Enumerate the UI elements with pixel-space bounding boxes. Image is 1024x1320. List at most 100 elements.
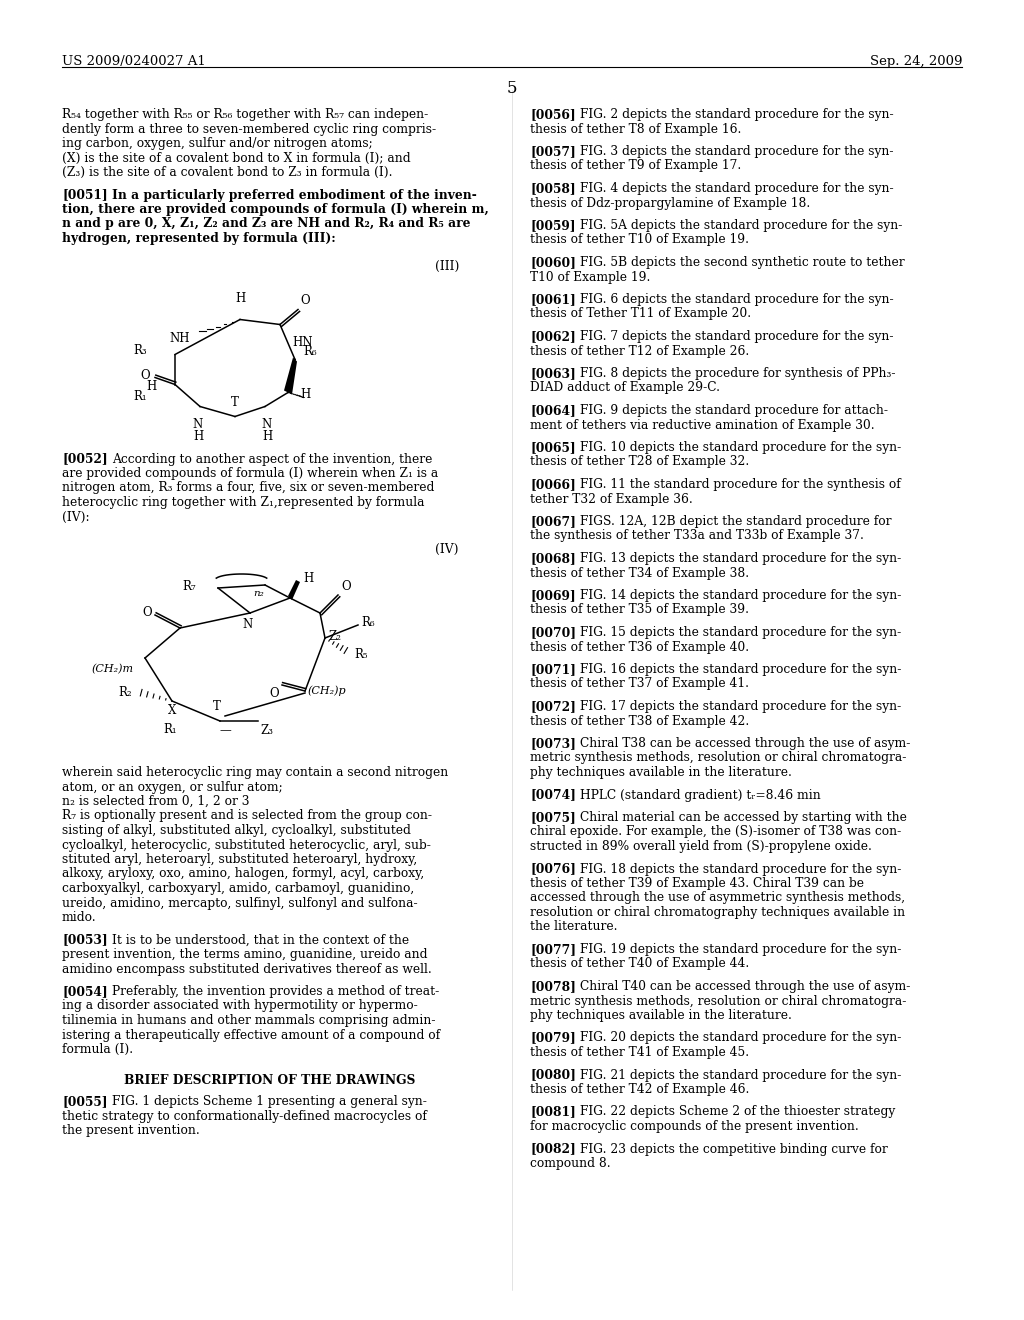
Text: [0051]: [0051] <box>62 189 108 202</box>
Text: It is to be understood, that in the context of the: It is to be understood, that in the cont… <box>112 933 410 946</box>
Text: R₂: R₂ <box>119 686 132 700</box>
Text: istering a therapeutically effective amount of a compound of: istering a therapeutically effective amo… <box>62 1028 440 1041</box>
Text: for macrocyclic compounds of the present invention.: for macrocyclic compounds of the present… <box>530 1119 859 1133</box>
Text: R₇ is optionally present and is selected from the group con-: R₇ is optionally present and is selected… <box>62 809 432 822</box>
Text: R₁: R₁ <box>133 389 147 403</box>
Text: hydrogen, represented by formula (III):: hydrogen, represented by formula (III): <box>62 232 336 246</box>
Text: [0068]: [0068] <box>530 552 575 565</box>
Text: (III): (III) <box>435 260 460 272</box>
Text: R₃: R₃ <box>133 345 147 356</box>
Text: FIG. ​6 depicts the standard procedure for the syn-: FIG. ​6 depicts the standard procedure f… <box>580 293 894 306</box>
Text: T: T <box>231 396 239 408</box>
Text: O: O <box>140 370 150 381</box>
Text: heterocyclic ring together with Z₁,represented by formula: heterocyclic ring together with Z₁,repre… <box>62 496 425 510</box>
Text: O: O <box>142 606 152 619</box>
Text: tether T32 of Example 36.: tether T32 of Example 36. <box>530 492 693 506</box>
Text: R₆: R₆ <box>361 616 375 630</box>
Text: amidino encompass substituted derivatives thereof as well.: amidino encompass substituted derivative… <box>62 962 432 975</box>
Text: phy techniques available in the literature.: phy techniques available in the literatu… <box>530 766 792 779</box>
Text: FIG. ​13 depicts the standard procedure for the syn-: FIG. ​13 depicts the standard procedure … <box>580 552 901 565</box>
Text: mido.: mido. <box>62 911 96 924</box>
Text: H: H <box>234 293 245 305</box>
Text: thesis of tether T42 of Example 46.: thesis of tether T42 of Example 46. <box>530 1082 750 1096</box>
Text: ing carbon, oxygen, sulfur and/or nitrogen atoms;: ing carbon, oxygen, sulfur and/or nitrog… <box>62 137 373 150</box>
Text: FIG. ​21 depicts the standard procedure for the syn-: FIG. ​21 depicts the standard procedure … <box>580 1068 901 1081</box>
Text: thesis of tether T40 of Example 44.: thesis of tether T40 of Example 44. <box>530 957 750 970</box>
Text: [0077]: [0077] <box>530 942 575 956</box>
Text: metric synthesis methods, resolution or chiral chromatogra-: metric synthesis methods, resolution or … <box>530 751 906 764</box>
Text: thetic strategy to conformationally-defined macrocycles of: thetic strategy to conformationally-defi… <box>62 1110 427 1123</box>
Text: [0060]: [0060] <box>530 256 575 269</box>
Text: [0057]: [0057] <box>530 145 575 158</box>
Text: [0054]: [0054] <box>62 985 108 998</box>
Text: formula (I).: formula (I). <box>62 1043 133 1056</box>
Text: metric synthesis methods, resolution or chiral chromatogra-: metric synthesis methods, resolution or … <box>530 994 906 1007</box>
Text: H: H <box>193 429 203 442</box>
Text: thesis of tether T37 of Example 41.: thesis of tether T37 of Example 41. <box>530 677 749 690</box>
Text: the present invention.: the present invention. <box>62 1125 200 1138</box>
Text: H: H <box>262 429 272 442</box>
Text: thesis of tether T34 of Example 38.: thesis of tether T34 of Example 38. <box>530 566 750 579</box>
Text: atom, or an oxygen, or sulfur atom;: atom, or an oxygen, or sulfur atom; <box>62 780 283 793</box>
Text: thesis of tether T39 of Example 43. Chiral T39 can be: thesis of tether T39 of Example 43. Chir… <box>530 876 864 890</box>
Text: R₆: R₆ <box>303 345 316 358</box>
Text: stituted aryl, heteroaryl, substituted heteroaryl, hydroxy,: stituted aryl, heteroaryl, substituted h… <box>62 853 417 866</box>
Text: dently form a three to seven-membered cyclic ring compris-: dently form a three to seven-membered cy… <box>62 123 436 136</box>
Text: Z₃: Z₃ <box>260 723 273 737</box>
Text: n and p are 0, X, Z₁, Z₂ and Z₃ are NH and R₂, R₄ and R₅ are: n and p are 0, X, Z₁, Z₂ and Z₃ are NH a… <box>62 218 470 231</box>
Text: T10 of Example 19.: T10 of Example 19. <box>530 271 650 284</box>
Text: nitrogen atom, R₃ forms a four, five, six or seven-membered: nitrogen atom, R₃ forms a four, five, si… <box>62 482 434 495</box>
Text: cycloalkyl, heterocyclic, substituted heterocyclic, aryl, sub-: cycloalkyl, heterocyclic, substituted he… <box>62 838 431 851</box>
Text: n₂ is selected from 0, 1, 2 or 3: n₂ is selected from 0, 1, 2 or 3 <box>62 795 250 808</box>
Text: [0075]: [0075] <box>530 810 575 824</box>
Text: US 2009/0240027 A1: US 2009/0240027 A1 <box>62 55 206 69</box>
Text: [0082]: [0082] <box>530 1143 575 1155</box>
Text: Chiral material can be accessed by starting with the: Chiral material can be accessed by start… <box>580 810 907 824</box>
Text: tilinemia in humans and other mammals comprising admin-: tilinemia in humans and other mammals co… <box>62 1014 435 1027</box>
Text: Chiral T38 can be accessed through the use of asym-: Chiral T38 can be accessed through the u… <box>580 737 910 750</box>
Text: [0052]: [0052] <box>62 453 108 466</box>
Text: (Z₃) is the site of a covalent bond to Z₃ in formula (I).: (Z₃) is the site of a covalent bond to Z… <box>62 166 392 180</box>
Text: thesis of tether T12 of Example 26.: thesis of tether T12 of Example 26. <box>530 345 750 358</box>
Text: chiral epoxide. For example, the (S)-isomer of T38 was con-: chiral epoxide. For example, the (S)-iso… <box>530 825 901 838</box>
Text: the synthesis of tether T33a and T33b of Example 37.: the synthesis of tether T33a and T33b of… <box>530 529 864 543</box>
Text: FIG. ​16 depicts the standard procedure for the syn-: FIG. ​16 depicts the standard procedure … <box>580 663 901 676</box>
Text: FIG. ​7 depicts the standard procedure for the syn-: FIG. ​7 depicts the standard procedure f… <box>580 330 894 343</box>
Text: FIGS. ​12A, ​12B depict the standard procedure for: FIGS. ​12A, ​12B depict the standard pro… <box>580 515 892 528</box>
Text: N: N <box>243 618 253 631</box>
Text: ureido, amidino, mercapto, sulfinyl, sulfonyl and sulfona-: ureido, amidino, mercapto, sulfinyl, sul… <box>62 896 418 909</box>
Text: [0070]: [0070] <box>530 626 575 639</box>
Text: N: N <box>193 418 203 432</box>
Text: H: H <box>303 573 313 586</box>
Text: H: H <box>146 380 157 392</box>
Text: [0071]: [0071] <box>530 663 575 676</box>
Text: accessed through the use of asymmetric synthesis methods,: accessed through the use of asymmetric s… <box>530 891 905 904</box>
Text: [0080]: [0080] <box>530 1068 575 1081</box>
Text: FIG. ​4 depicts the standard procedure for the syn-: FIG. ​4 depicts the standard procedure f… <box>580 182 894 195</box>
Text: Sep. 24, 2009: Sep. 24, 2009 <box>869 55 962 69</box>
Text: FIG. ​5A depicts the standard procedure for the syn-: FIG. ​5A depicts the standard procedure … <box>580 219 902 232</box>
Text: FIG. ​11 the standard procedure for the synthesis of: FIG. ​11 the standard procedure for the … <box>580 478 901 491</box>
Text: thesis of tether T41 of Example 45.: thesis of tether T41 of Example 45. <box>530 1045 750 1059</box>
Text: H: H <box>300 388 310 401</box>
Text: O: O <box>341 579 350 593</box>
Text: alkoxy, aryloxy, oxo, amino, halogen, formyl, acyl, carboxy,: alkoxy, aryloxy, oxo, amino, halogen, fo… <box>62 867 424 880</box>
Text: X: X <box>168 704 176 717</box>
Text: FIG. ​2 depicts the standard procedure for the syn-: FIG. ​2 depicts the standard procedure f… <box>580 108 894 121</box>
Text: wherein said heterocyclic ring may contain a second nitrogen: wherein said heterocyclic ring may conta… <box>62 766 449 779</box>
Text: O: O <box>300 294 309 308</box>
Text: [0069]: [0069] <box>530 589 575 602</box>
Text: thesis of Ddz-propargylamine of Example 18.: thesis of Ddz-propargylamine of Example … <box>530 197 810 210</box>
Text: FIG. ​18 depicts the standard procedure for the syn-: FIG. ​18 depicts the standard procedure … <box>580 862 901 875</box>
Text: [0076]: [0076] <box>530 862 575 875</box>
Text: present invention, the terms amino, guanidine, ureido and: present invention, the terms amino, guan… <box>62 948 427 961</box>
Text: thesis of tether T36 of Example 40.: thesis of tether T36 of Example 40. <box>530 640 750 653</box>
Text: thesis of tether T8 of Example 16.: thesis of tether T8 of Example 16. <box>530 123 741 136</box>
Text: 5: 5 <box>507 81 517 96</box>
Text: FIG. ​23 depicts the competitive binding curve for: FIG. ​23 depicts the competitive binding… <box>580 1143 888 1155</box>
Text: [0053]: [0053] <box>62 933 108 946</box>
Text: DIAD adduct of Example 29-C.: DIAD adduct of Example 29-C. <box>530 381 720 395</box>
Text: compound 8.: compound 8. <box>530 1158 610 1170</box>
Text: FIG. ​3 depicts the standard procedure for the syn-: FIG. ​3 depicts the standard procedure f… <box>580 145 894 158</box>
Text: [0061]: [0061] <box>530 293 575 306</box>
